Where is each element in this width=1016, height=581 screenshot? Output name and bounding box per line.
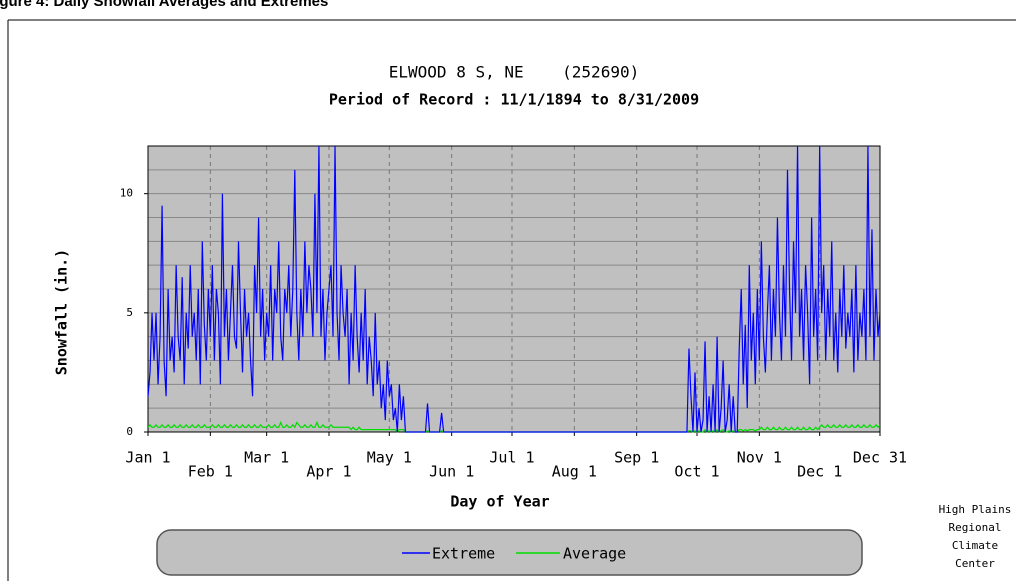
x-tick-label: Apr 1 <box>306 463 351 481</box>
credit: High Plains Regional Climate Center <box>939 503 1012 570</box>
x-tick-label: May 1 <box>367 449 412 467</box>
credit-line: Climate <box>952 539 998 552</box>
x-axis-label: Day of Year <box>450 493 549 511</box>
series-line <box>148 145 880 433</box>
x-tick-label: Dec 31 <box>853 449 907 467</box>
x-tick-label: Oct 1 <box>674 463 719 481</box>
legend-box <box>156 529 863 576</box>
y-axis-label: Snowfall (in.) <box>53 249 71 375</box>
chart-subtitle: Period of Record : 11/1/1894 to 8/31/200… <box>329 91 699 109</box>
credit-line: Center <box>955 557 995 570</box>
x-tick-label: Nov 1 <box>737 449 782 467</box>
x-tick-label: Jun 1 <box>429 463 474 481</box>
x-tick-label: Jan 1 <box>125 449 170 467</box>
x-tick-label: Jul 1 <box>489 449 534 467</box>
x-tick-label: Dec 1 <box>797 463 842 481</box>
y-tick-label: 0 <box>126 425 133 438</box>
header-title: Figure 4: Daily Snowfall Averages and Ex… <box>0 0 328 10</box>
x-tick-label: Aug 1 <box>552 463 597 481</box>
legend-label: Extreme <box>432 545 495 563</box>
y-tick-label: 10 <box>120 187 133 200</box>
chart-title: ELWOOD 8 S, NE (252690) <box>389 63 639 82</box>
x-tick-label: Sep 1 <box>614 449 659 467</box>
credit-line: High Plains <box>939 503 1012 516</box>
legend-label: Average <box>563 545 626 563</box>
credit-line: Regional <box>949 521 1002 534</box>
y-tick-label: 5 <box>126 306 133 319</box>
x-tick-label: Feb 1 <box>188 463 233 481</box>
x-tick-label: Mar 1 <box>244 449 289 467</box>
